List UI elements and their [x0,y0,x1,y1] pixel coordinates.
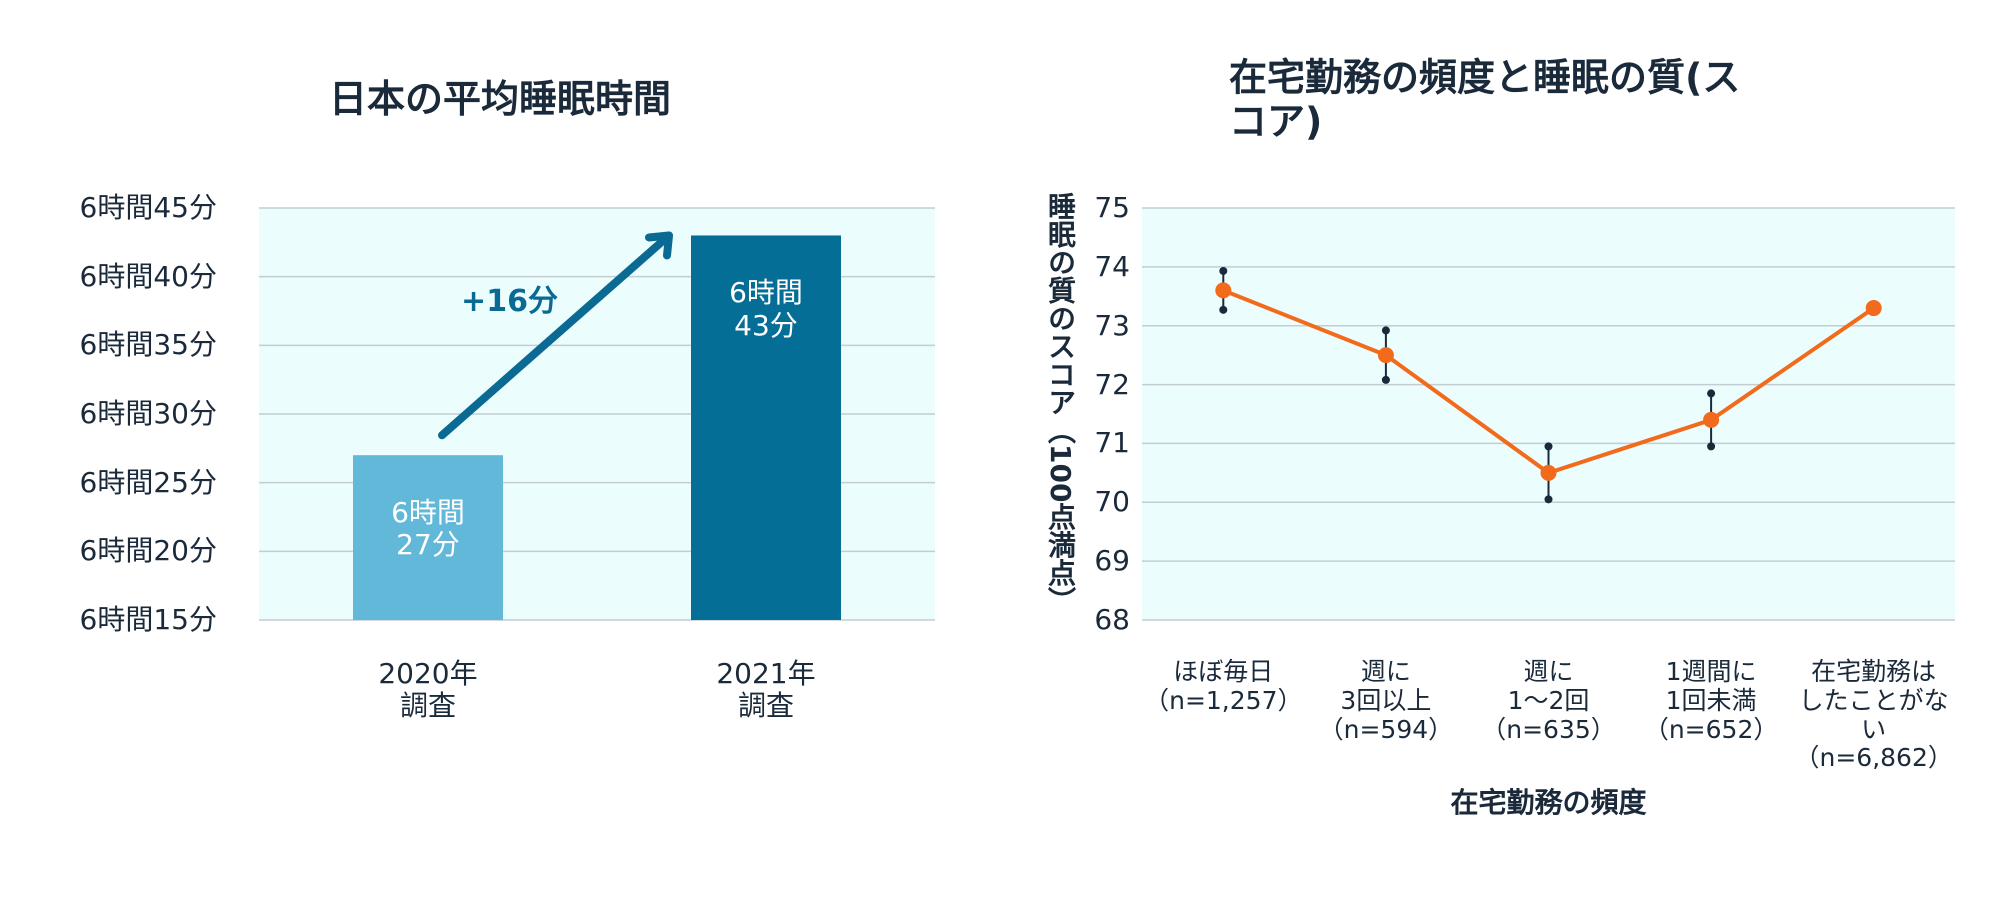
x-tick-label: ほぼ毎日 （n=1,257） [1144,657,1303,715]
point [1865,300,1882,317]
point [1540,464,1557,481]
plot-background [1142,208,1955,620]
error-cap [1544,495,1553,504]
chart-title: 日本の平均睡眠時間 [328,77,672,122]
error-cap [1381,326,1390,335]
x-tick-label: 2020年 調査 [378,657,478,723]
x-tick-label: 1週間に 1回未満 （n=652） [1643,657,1779,744]
y-tick-label: 70 [1094,485,1130,519]
bar [691,235,841,620]
error-cap [1381,375,1390,384]
y-tick-label: 6時間30分 [79,396,217,430]
y-tick-label: 75 [1094,190,1130,224]
y-tick-label: 6時間35分 [79,328,217,362]
y-tick-label: 6時間45分 [79,190,217,224]
point [1703,411,1720,428]
arrow-head [645,231,673,260]
point [1377,347,1394,364]
x-axis-label: 在宅勤務の頻度 [1450,785,1647,819]
y-tick-label: 71 [1094,426,1130,460]
y-tick-label: 69 [1094,544,1130,578]
error-cap [1544,442,1553,451]
error-cap [1219,305,1228,314]
error-cap [1707,442,1716,451]
bar [353,455,503,620]
annotation: +16分 [461,284,558,320]
y-tick-label: 6時間40分 [79,259,217,293]
x-tick-label: 在宅勤務は したことがない （n=6,862） [1794,657,1953,773]
value-label: 6時間 43分 [729,276,803,342]
y-tick-label: 72 [1094,367,1130,401]
chart-title: 在宅勤務の頻度と睡眠の質(スコア) [1229,55,1741,143]
arrow [438,231,673,440]
y-tick-label: 6時間25分 [79,465,217,499]
error-cap [1219,266,1228,275]
error-cap [1707,389,1716,398]
point [1215,282,1232,299]
x-tick-label: 週に 3回以上 （n=594） [1318,657,1454,744]
y-tick-label: 68 [1094,602,1130,636]
y-tick-label: 6時間20分 [79,534,217,568]
value-label: 6時間 27分 [391,496,465,562]
x-tick-label: 週に 1〜2回 （n=635） [1481,657,1616,744]
y-tick-label: 73 [1094,308,1130,342]
y-tick-label: 74 [1094,249,1130,283]
y-axis-label: 睡眠の質のスコア（100点満点） [1044,192,1077,615]
x-tick-label: 2021年 調査 [716,657,816,723]
y-tick-label: 6時間15分 [79,602,217,636]
